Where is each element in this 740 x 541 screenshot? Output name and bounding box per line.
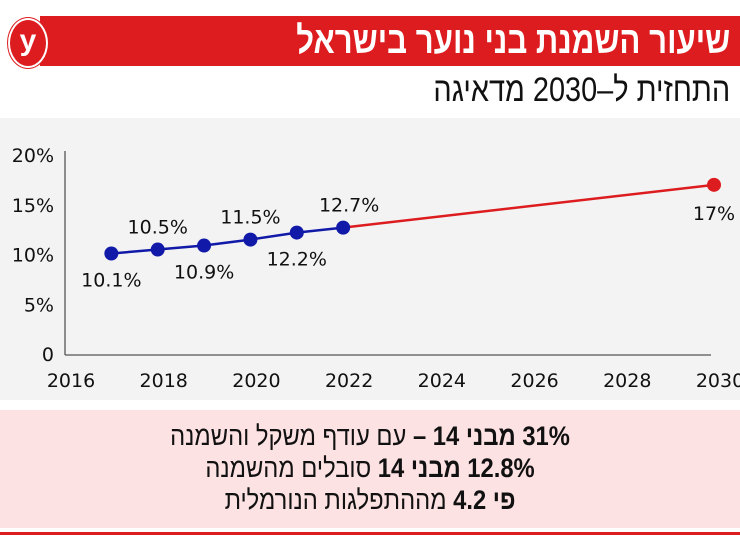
data-point bbox=[197, 238, 212, 253]
data-point bbox=[289, 225, 304, 240]
y-tick-label: 20% bbox=[12, 145, 54, 167]
chart-area bbox=[0, 118, 740, 400]
y-tick-label: 5% bbox=[24, 294, 54, 316]
summary-line-1: 31% מבני 14 – עם עודף משקל והשמנה bbox=[44, 420, 695, 452]
data-label: 11.5% bbox=[220, 207, 280, 229]
summary-text: מההתפלגות הנורמלית bbox=[224, 485, 447, 515]
y-tick-label: 10% bbox=[12, 245, 54, 267]
actual-line bbox=[111, 226, 344, 255]
data-label: 17% bbox=[693, 203, 735, 225]
summary-highlight: 31% מבני 14 – bbox=[412, 421, 570, 451]
data-label: 12.2% bbox=[267, 249, 327, 271]
y-tick-label: 15% bbox=[12, 195, 54, 217]
summary-highlight: פי 4.2 bbox=[453, 485, 516, 515]
summary-highlight: 12.8% מבני 14 bbox=[377, 453, 535, 483]
x-tick-label: 2016 bbox=[47, 370, 95, 392]
x-tick-label: 2018 bbox=[140, 370, 188, 392]
data-label: 12.7% bbox=[319, 195, 379, 217]
data-point bbox=[104, 246, 119, 261]
bottom-divider bbox=[0, 532, 740, 535]
x-tick-label: 2020 bbox=[232, 370, 280, 392]
x-tick-label: 2024 bbox=[418, 370, 466, 392]
x-tick-label: 2028 bbox=[603, 370, 651, 392]
brand-logo: y bbox=[8, 18, 48, 68]
x-tick-label: 2026 bbox=[510, 370, 558, 392]
title-bar: שיעור השמנת בני נוער בישראל bbox=[40, 16, 740, 66]
y-tick-label: 0 bbox=[42, 344, 54, 366]
summary-box: 31% מבני 14 – עם עודף משקל והשמנה 12.8% … bbox=[0, 410, 740, 528]
data-point bbox=[243, 232, 258, 247]
forecast-line bbox=[342, 183, 715, 229]
chart-subtitle: התחזית ל–2030 מדאיגה bbox=[433, 71, 730, 109]
data-label: 10.5% bbox=[128, 217, 188, 239]
x-tick-label: 2022 bbox=[325, 370, 373, 392]
summary-line-2: 12.8% מבני 14 סובלים מהשמנה bbox=[44, 452, 695, 484]
data-point bbox=[336, 220, 351, 235]
data-label: 10.9% bbox=[174, 262, 234, 284]
summary-line-3: פי 4.2 מההתפלגות הנורמלית bbox=[44, 484, 695, 516]
data-label: 10.1% bbox=[81, 270, 141, 292]
data-point bbox=[707, 177, 721, 192]
chart-title: שיעור השמנת בני נוער בישראל bbox=[296, 20, 730, 62]
x-tick-label: 2030 bbox=[696, 370, 740, 392]
summary-text: סובלים מהשמנה bbox=[205, 453, 372, 483]
data-point bbox=[150, 242, 165, 257]
summary-text: עם עודף משקל והשמנה bbox=[170, 421, 407, 451]
